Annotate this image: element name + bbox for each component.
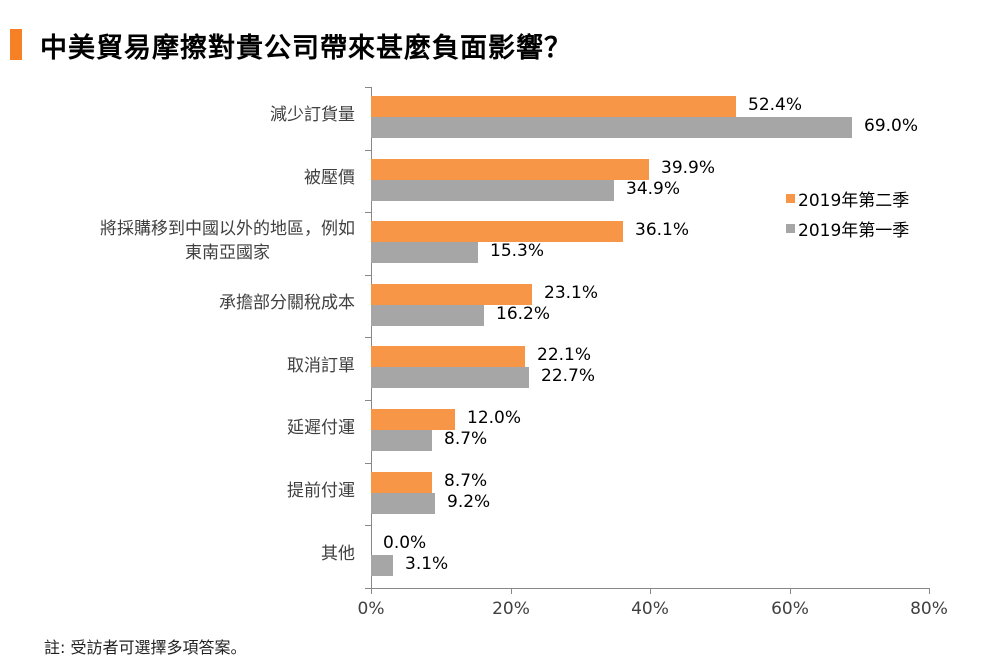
x-tick-label: 40% [631,599,669,619]
y-axis-tick [365,150,371,151]
y-axis-tick [365,212,371,213]
bar-q1 [371,117,853,138]
category-label-line: 取消訂單 [287,356,355,376]
category-label-line: 延遲付運 [287,418,355,438]
category-label-line: 東南亞國家 [185,243,270,263]
data-label: 0.0% [383,533,427,553]
y-axis-tick [365,588,371,589]
x-axis-line [365,588,930,589]
category-label-line: 提前付運 [287,481,355,501]
data-label: 69.0% [864,116,919,136]
data-label: 3.1% [405,554,449,574]
category-label-line: 承擔部分關稅成本 [219,293,355,313]
legend: 2019年第二季 2019年第一季 [786,183,909,243]
data-label: 9.2% [447,492,491,512]
x-axis-tick [371,588,372,594]
data-label: 12.0% [467,408,522,428]
bar-q2 [371,346,526,367]
bar-q2 [371,96,737,117]
legend-item-q1: 2019年第一季 [786,213,909,243]
data-label: 15.3% [490,241,545,261]
data-label: 16.2% [496,304,551,324]
category-label: 承擔部分關稅成本 [219,291,355,315]
x-tick-label: 0% [357,599,385,619]
category-label: 其他 [321,542,355,566]
bar-q2 [371,409,455,430]
data-label: 39.9% [661,158,716,178]
bar-q1 [371,493,436,514]
data-label: 8.7% [444,471,488,491]
data-label: 34.9% [626,179,681,199]
data-label: 36.1% [635,220,690,240]
x-tick-label: 80% [910,599,948,619]
category-label: 取消訂單 [287,354,355,378]
x-axis-tick [929,588,930,594]
bar-q1 [371,242,478,263]
bar-q1 [371,555,393,576]
x-tick-label: 60% [771,599,809,619]
bar-q1 [371,305,484,326]
y-axis-tick [365,337,371,338]
x-tick-label: 20% [492,599,530,619]
chart-title: 中美貿易摩擦對貴公司帶來甚麼負面影響？ [40,33,572,64]
footnote: 註: 受訪者可選擇多項答案。 [44,638,247,657]
legend-swatch-q1 [786,223,795,233]
bar-q1 [371,367,530,388]
bar-q2 [371,221,623,242]
y-axis-tick [365,525,371,526]
category-label: 延遲付運 [287,416,355,440]
category-label-line: 其他 [321,544,355,564]
data-label: 23.1% [544,283,599,303]
category-label: 減少訂貨量 [270,103,355,127]
bar-q2 [371,159,650,180]
y-axis-tick [365,463,371,464]
category-label: 提前付運 [287,479,355,503]
bar-q2 [371,472,432,493]
legend-swatch-q2 [786,193,795,203]
data-label: 52.4% [748,95,803,115]
x-axis-tick [650,588,651,594]
x-axis-tick [511,588,512,594]
category-label-line: 被壓價 [304,168,355,188]
data-label: 8.7% [444,429,488,449]
legend-label-q1: 2019年第一季 [798,220,910,241]
bar-q2 [371,284,533,305]
data-label: 22.7% [541,366,596,386]
category-label: 被壓價 [304,166,355,190]
y-axis-tick [365,87,371,88]
data-label: 22.1% [537,345,592,365]
bar-q1 [371,180,615,201]
x-axis-tick [790,588,791,594]
legend-label-q2: 2019年第二季 [798,190,910,211]
bar-q1 [371,430,432,451]
legend-item-q2: 2019年第二季 [786,183,909,213]
y-axis-tick [365,400,371,401]
category-label-line: 將採購移到中國以外的地區，例如 [100,219,355,239]
category-label: 將採購移到中國以外的地區，例如 東南亞國家 [100,217,355,265]
y-axis-tick [365,275,371,276]
y-axis-line [371,87,372,589]
title-accent-bar [10,29,22,60]
category-label-line: 減少訂貨量 [270,105,355,125]
